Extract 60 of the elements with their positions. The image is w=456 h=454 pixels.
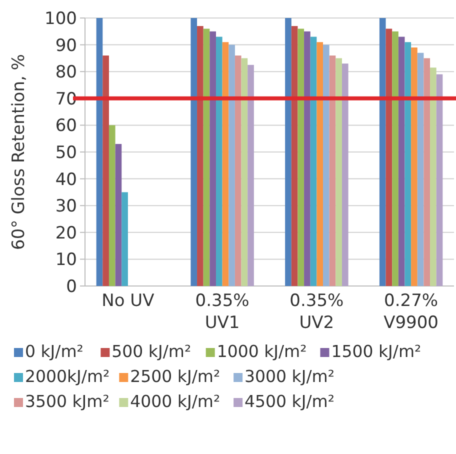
legend-label: 2000kJ/m² [25,367,110,386]
bar [203,28,210,286]
bar [285,18,292,286]
y-tick-label: 40 [55,170,77,190]
legend-label: 4500 kJ/m² [244,392,334,411]
bar [115,144,122,286]
bar [417,52,424,286]
bar [234,56,242,286]
legend-label: 1000 kJ/m² [216,342,307,361]
y-tick-label: 90 [55,36,77,56]
bar [392,31,398,286]
bar [228,44,235,286]
y-axis-title: 60° Gloss Retention, % [9,54,29,250]
y-tick-label: 60 [55,116,77,136]
bar [197,26,204,286]
legend-label: 0 kJ/m² [25,342,84,361]
bar [190,18,198,286]
bar [102,56,109,286]
bar [298,28,304,286]
bar [329,56,336,286]
bar [424,58,430,286]
bar [122,192,128,286]
y-tick-label: 80 [55,62,77,83]
bar [222,42,229,286]
bar [291,26,298,286]
legend-label: 4000 kJ/m² [130,392,220,411]
bar [323,44,330,286]
bar [398,36,405,286]
x-tick-label: 0.27% V9900 [384,291,439,333]
x-tick-label: No UV [102,291,155,311]
bar [436,74,443,286]
x-tick-label: 0.35% UV2 [290,291,344,333]
y-tick-label: 30 [55,196,77,217]
bar [96,18,103,286]
legend-label: 500 kJ/m² [112,342,192,361]
bar [216,36,222,286]
legend-label: 1500 kJ/m² [331,342,422,361]
bar [248,64,254,286]
bar [336,58,342,286]
y-tick-label: 20 [55,223,77,244]
bar [379,18,386,286]
bar [108,125,116,286]
y-tick-label: 100 [44,8,77,29]
y-tick-label: 10 [55,250,77,270]
bar [310,36,317,286]
bar [342,64,348,286]
y-tick-label: 0 [66,276,77,297]
legend-label: 3000 kJ/m² [244,367,334,386]
bar [316,42,324,286]
y-tick-label: 50 [55,142,77,163]
bar [411,47,418,286]
x-tick-label: 0.35% UV1 [195,291,250,333]
legend-label: 3500 kJm² [25,392,110,411]
bar [241,58,248,286]
bar [430,68,436,286]
bar [304,31,310,286]
bar [386,28,392,286]
legend-label: 2500 kJ/m² [130,367,220,386]
bar [404,42,412,286]
bar [210,31,216,286]
